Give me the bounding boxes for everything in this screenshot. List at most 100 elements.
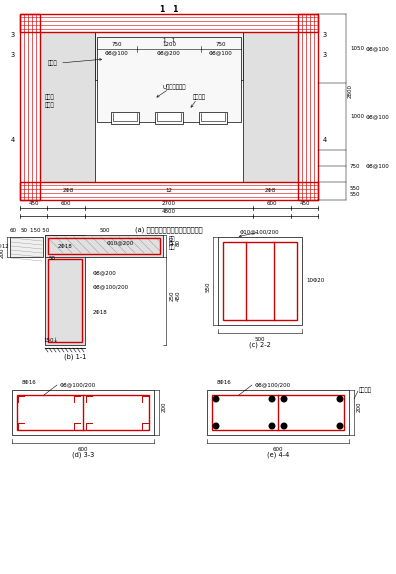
Text: 12: 12 (166, 188, 173, 193)
Bar (20, 14, 318, 32)
Text: 600: 600 (273, 447, 283, 452)
Bar (45, 235, 85, 345)
Bar (48, 259, 82, 342)
Text: 600: 600 (267, 201, 277, 206)
Text: 1   1: 1 1 (160, 6, 178, 14)
Text: 450: 450 (28, 201, 39, 206)
Text: 1200: 1200 (162, 42, 176, 48)
Text: 2700: 2700 (162, 201, 176, 206)
Text: 500: 500 (100, 227, 110, 232)
Text: Φ8@100: Φ8@100 (366, 46, 390, 51)
Bar (155, 112, 183, 124)
Bar (243, 32, 298, 182)
Text: 10Φ20: 10Φ20 (306, 278, 324, 284)
Text: Φ8@100: Φ8@100 (366, 114, 390, 119)
Text: 600: 600 (78, 447, 88, 452)
Text: 1050: 1050 (350, 46, 364, 51)
Text: 200: 200 (0, 247, 4, 258)
Text: Φ8@100/200: Φ8@100/200 (93, 285, 129, 289)
Bar (40, 32, 95, 182)
Text: (e) 4-4: (e) 4-4 (267, 452, 289, 458)
Text: 3: 3 (11, 32, 15, 38)
Text: 120: 120 (169, 235, 175, 246)
Text: 4: 4 (11, 137, 15, 143)
Bar (12, 390, 154, 435)
Text: 550: 550 (206, 281, 211, 292)
Text: 750: 750 (216, 42, 226, 48)
Text: 200: 200 (162, 402, 166, 413)
Text: 80: 80 (175, 239, 181, 246)
Text: 2Φ8: 2Φ8 (265, 188, 276, 193)
Circle shape (281, 423, 287, 429)
Text: 150↓: 150↓ (44, 338, 59, 343)
Text: Φ8@100: Φ8@100 (105, 51, 129, 56)
Text: Φ8@100/200: Φ8@100/200 (255, 382, 291, 387)
Text: 2Φ18: 2Φ18 (93, 311, 108, 316)
Text: (c) 2-2: (c) 2-2 (249, 342, 271, 348)
Bar (48, 238, 160, 254)
Circle shape (281, 396, 287, 402)
Text: 8Φ16: 8Φ16 (217, 379, 232, 385)
Circle shape (213, 396, 219, 402)
Bar (212, 395, 344, 430)
Circle shape (269, 423, 275, 429)
Bar (95, 32, 243, 80)
Text: 4: 4 (323, 137, 327, 143)
Text: (b) 1-1: (b) 1-1 (64, 354, 86, 360)
Text: 灶浆套筒: 灶浆套筒 (359, 387, 372, 393)
Text: 灶浆套筒: 灶浆套筒 (192, 94, 206, 100)
Text: 8Φ16: 8Φ16 (22, 379, 37, 385)
Text: Φ10@200: Φ10@200 (107, 241, 133, 246)
Text: 2Φ12: 2Φ12 (0, 245, 9, 250)
Bar (20, 182, 318, 200)
Text: 4800: 4800 (162, 209, 176, 214)
Bar (207, 390, 349, 435)
Bar (20, 14, 40, 200)
Text: 450: 450 (299, 201, 310, 206)
Bar (218, 237, 302, 325)
Circle shape (269, 396, 275, 402)
Bar (298, 14, 318, 200)
Text: Φ8@200: Φ8@200 (157, 51, 181, 56)
Text: U型钔板消能器: U型钔板消能器 (162, 84, 186, 90)
Bar (10, 237, 43, 257)
Text: Φ8@100: Φ8@100 (366, 164, 390, 169)
Text: 200: 200 (356, 402, 362, 413)
Text: 部分: 部分 (169, 244, 175, 250)
Text: 应变片: 应变片 (45, 94, 55, 100)
Text: Φ10@100/200: Φ10@100/200 (240, 230, 280, 235)
Text: 应变片: 应变片 (48, 60, 58, 66)
Text: 60: 60 (10, 227, 17, 232)
Text: 1000: 1000 (350, 114, 364, 119)
Text: 50: 50 (49, 257, 56, 262)
Text: 3: 3 (323, 52, 327, 58)
Text: 2800: 2800 (348, 84, 352, 98)
Text: 吸气钉: 吸气钉 (45, 102, 55, 108)
Text: 2Φ18: 2Φ18 (58, 243, 72, 249)
Bar (17, 395, 149, 430)
Text: 250: 250 (169, 290, 175, 301)
Bar (199, 112, 227, 124)
Text: 150 50: 150 50 (30, 227, 49, 232)
Text: 750: 750 (112, 42, 122, 48)
Circle shape (337, 396, 343, 402)
Text: 应变片: 应变片 (0, 300, 1, 310)
Text: 3: 3 (11, 52, 15, 58)
Text: 500: 500 (255, 337, 265, 342)
Text: 750: 750 (350, 164, 360, 169)
Text: 1   1: 1 1 (163, 37, 175, 42)
Bar (45, 235, 163, 257)
Text: 3: 3 (323, 32, 327, 38)
Text: Φ8@100/200: Φ8@100/200 (60, 382, 96, 387)
Bar (223, 242, 297, 320)
Text: 600: 600 (61, 201, 71, 206)
Text: 50: 50 (21, 227, 28, 232)
Bar (111, 112, 139, 124)
Text: 2Φ8: 2Φ8 (63, 188, 74, 193)
Text: 现浇: 现浇 (169, 236, 175, 242)
Bar (97, 37, 241, 122)
Text: 550: 550 (350, 192, 360, 196)
Text: (d) 3-3: (d) 3-3 (72, 452, 94, 458)
Text: 550: 550 (350, 185, 360, 191)
Circle shape (337, 423, 343, 429)
